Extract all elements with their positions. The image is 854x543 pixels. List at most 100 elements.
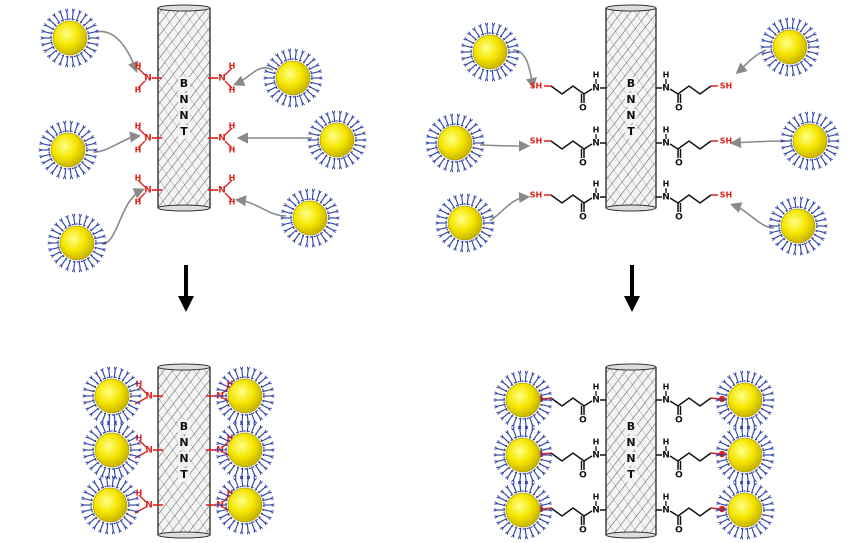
ligand-branch [89,431,93,434]
ligand-branch [219,461,223,466]
ligand-branch [131,412,135,415]
hydrogen-atom: H [593,493,600,502]
ligand-branch [443,240,446,244]
ligand-strand [470,198,475,207]
ligand-branch [318,241,322,246]
gold-core [227,487,263,523]
ligand-branch [768,64,771,68]
ligand-branch [504,72,508,76]
ligand-branch [307,139,312,142]
tube-label-bg [625,420,637,434]
ligand-branch [815,45,820,48]
ligand-branch [741,535,744,540]
ligand-branch [767,28,771,31]
ligand-strand [115,521,120,530]
tube-label-letter: N [179,93,188,106]
ligand-strand [466,197,469,206]
attachment-arrow-icon [512,49,537,90]
reaction-arrow-head [624,296,640,312]
alkyl-chain [550,507,585,517]
ligand-branch [524,425,527,430]
ligand-branch [87,166,91,169]
ligand-strand [46,45,55,51]
ligand-branch [746,370,749,375]
ligand-branch [361,131,366,135]
ligand-branch [479,198,482,202]
ligand-branch [490,221,495,224]
ligand-branch [537,430,540,434]
ligand-strand [807,240,814,248]
ligand-branch [228,417,231,421]
ligand-branch [531,478,535,483]
alkyl-chain [677,194,712,204]
ligand-branch [784,17,788,22]
ligand-branch [542,379,545,383]
ligand-strand [267,81,276,85]
nanotube-hatch [606,367,656,535]
nitrogen-atom: N [144,134,152,144]
ligand-strand [246,424,249,433]
gold-nanoparticle-icon [263,48,323,108]
gold-core [505,382,541,418]
ligand-branch [267,89,271,94]
ligand-strand [497,393,506,397]
ligand-branch [318,76,323,79]
ligand-branch [215,395,220,398]
ligand-branch [362,138,367,141]
tube-label-bg [178,452,190,466]
ligand-ring [725,380,765,420]
ligand-branch [287,199,291,202]
ligand-branch [247,530,251,535]
tube-label-bg [625,109,637,123]
amide-bond [583,510,593,517]
gold-nanoparticle-icon [493,425,553,485]
ligand-branch [246,366,249,371]
ligand-branch [537,530,541,534]
ligand-branch [269,441,274,445]
ligand-strand [429,136,438,140]
ligand-branch [812,31,816,36]
ligand-branch [800,251,804,256]
ligand-branch [311,188,314,193]
ligand-branch [791,17,794,22]
ligand-strand [750,416,755,425]
sulfur-atom [718,450,726,458]
nitrogen-atom: N [592,84,600,94]
ligand-strand [44,157,53,163]
ligand-strand [86,443,95,447]
ligand-branch [432,124,436,127]
ligand-strand [219,389,228,393]
gold-nanoparticle-icon [215,366,275,426]
ligand-branch [93,526,96,530]
nanotube-rim-top [605,363,657,371]
ligand-strand [464,55,473,59]
ligand-branch [264,412,268,415]
hydrogen-atom: H [136,489,143,498]
ligand-strand [219,453,228,457]
gold-core [792,123,828,159]
ligand-branch [264,521,268,524]
ligand-branch [216,455,221,459]
ligand-strand [491,69,494,78]
ligand-branch [298,190,302,195]
ligand-strand [719,448,728,452]
nitrogen-atom: N [592,506,600,516]
nitrogen-atom: N [662,451,670,461]
ligand-ring [778,206,818,246]
ligand-branch [90,467,93,471]
ligand-branch [96,222,99,226]
thiol-group: SH [530,137,542,146]
amine-bond [224,179,233,188]
ligand-branch [492,77,496,82]
gold-nanoparticle-icon [215,475,275,535]
ligand-branch [823,224,828,227]
ligand-branch [112,530,116,535]
ligand-strand [819,155,826,163]
ligand-branch [58,10,62,15]
ligand-branch [78,213,81,218]
ligand-strand [58,125,63,134]
ligand-branch [280,217,285,220]
ligand-branch [54,224,58,227]
attachment-arrow-icon [479,140,531,152]
